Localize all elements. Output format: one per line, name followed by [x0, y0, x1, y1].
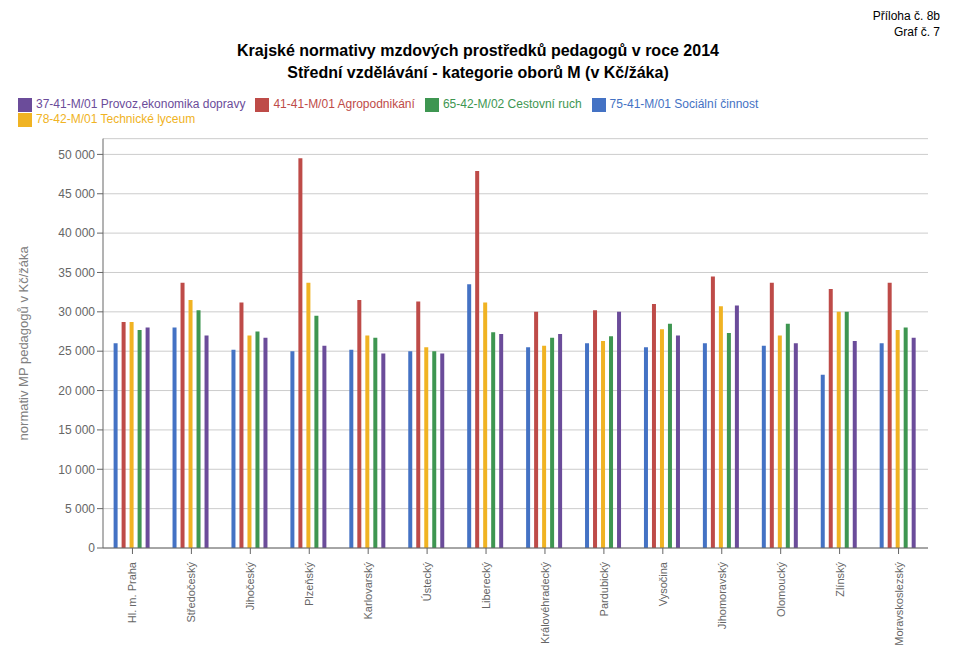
svg-text:10 000: 10 000 [58, 463, 95, 477]
svg-text:Jihomoravský: Jihomoravský [716, 562, 728, 630]
svg-text:5 000: 5 000 [65, 502, 95, 516]
svg-text:Karlovarský: Karlovarský [362, 562, 374, 620]
svg-text:45 000: 45 000 [58, 187, 95, 201]
html-text:65-42-M/02 Cestovní ruch: 65-42-M/02 Cestovní ruch [442, 97, 582, 111]
svg-text:Moravskoslezský: Moravskoslezský [893, 562, 905, 646]
svg-text:0: 0 [88, 541, 95, 555]
svg-text:15 000: 15 000 [58, 423, 95, 437]
svg-text:Vysočina: Vysočina [657, 561, 669, 606]
svg-text:30 000: 30 000 [58, 305, 95, 319]
html-text:75-41-M/01 Sociální činnost: 75-41-M/01 Sociální činnost [609, 97, 759, 111]
svg-text:Pardubický: Pardubický [598, 562, 610, 617]
svg-text:Jihočeský: Jihočeský [244, 562, 256, 611]
svg-text:Hl. m. Praha: Hl. m. Praha [126, 561, 138, 623]
svg-text:35 000: 35 000 [58, 266, 95, 280]
html-text:37-41-M/01 Provoz,ekonomika do: 37-41-M/01 Provoz,ekonomika dopravy [36, 97, 246, 111]
html-text:Krajské normativy mzdových pro: Krajské normativy mzdových prostředků pe… [237, 42, 719, 59]
svg-text:Královéhradecký: Královéhradecký [539, 562, 551, 644]
svg-text:Zlínský: Zlínský [834, 562, 846, 597]
svg-text:20 000: 20 000 [58, 384, 95, 398]
html-text:Graf č. 7: Graf č. 7 [894, 25, 940, 39]
svg-text:25 000: 25 000 [58, 344, 95, 358]
svg-text:50 000: 50 000 [58, 148, 95, 162]
svg-text:Liberecký: Liberecký [480, 562, 492, 610]
svg-text:Plzeňský: Plzeňský [303, 562, 315, 607]
html-text:41-41-M/01 Agropodnikání: 41-41-M/01 Agropodnikání [273, 97, 415, 111]
html-text:Střední vzdělávání - kategorie: Střední vzdělávání - kategorie oborů M (… [287, 64, 669, 81]
svg-text:Olomoucký: Olomoucký [775, 562, 787, 618]
html-text:78-42-M/01 Technické lyceum: 78-42-M/01 Technické lyceum [36, 111, 196, 126]
svg-text:Ústecký: Ústecký [421, 562, 433, 602]
html-text:Příloha č. 8b: Příloha č. 8b [872, 9, 940, 23]
svg-text:40 000: 40 000 [58, 226, 95, 240]
svg-text:Středočeský: Středočeský [185, 562, 197, 623]
svg-text:normativ MP pedagogů v Kč/žáka: normativ MP pedagogů v Kč/žáka [16, 245, 31, 440]
